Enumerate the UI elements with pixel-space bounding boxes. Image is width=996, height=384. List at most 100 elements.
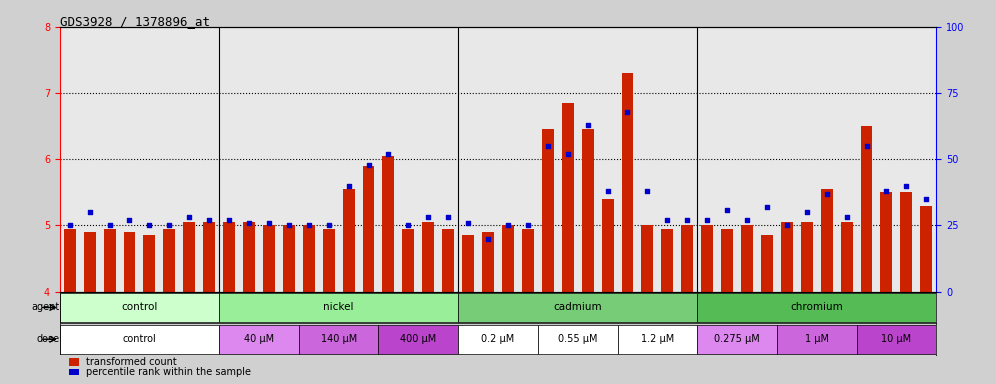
Text: 0.2 μM: 0.2 μM [481, 334, 515, 344]
Bar [602, 199, 614, 291]
Point [480, 236, 496, 242]
Bar [861, 126, 872, 291]
Bar [880, 192, 892, 291]
Bar [582, 129, 594, 291]
Bar [641, 225, 653, 291]
Point [839, 214, 855, 220]
Text: 0.275 μM: 0.275 μM [714, 334, 760, 344]
Point [201, 217, 217, 223]
Bar [462, 235, 474, 291]
FancyBboxPatch shape [697, 325, 777, 354]
Bar [622, 73, 633, 291]
Point [281, 222, 297, 228]
Text: 400 μM: 400 μM [400, 334, 436, 344]
Point [799, 209, 815, 215]
Point [400, 222, 416, 228]
FancyBboxPatch shape [777, 325, 857, 354]
Point [380, 151, 396, 157]
Bar [701, 225, 713, 291]
Point [540, 143, 556, 149]
Bar [562, 103, 574, 291]
FancyBboxPatch shape [299, 325, 378, 354]
Point [859, 143, 874, 149]
Bar [821, 189, 833, 291]
Text: 10 μM: 10 μM [881, 334, 911, 344]
Text: dose: dose [37, 334, 60, 344]
Point [620, 109, 635, 115]
FancyBboxPatch shape [219, 325, 299, 354]
Point [679, 217, 695, 223]
FancyBboxPatch shape [378, 325, 458, 354]
Text: 0.55 μM: 0.55 μM [558, 334, 598, 344]
FancyBboxPatch shape [857, 325, 936, 354]
Bar [84, 232, 96, 291]
Bar [143, 235, 155, 291]
Bar [64, 229, 76, 291]
Point [719, 207, 735, 213]
Text: 140 μM: 140 μM [321, 334, 357, 344]
Text: nickel: nickel [324, 303, 354, 313]
Bar [482, 232, 494, 291]
Bar [900, 192, 912, 291]
Point [102, 222, 118, 228]
Point [82, 209, 98, 215]
Bar [442, 229, 454, 291]
Text: 1.2 μM: 1.2 μM [640, 334, 674, 344]
FancyBboxPatch shape [458, 325, 538, 354]
Bar [741, 225, 753, 291]
Bar [163, 229, 175, 291]
Point [580, 122, 596, 128]
Bar [183, 222, 195, 291]
Bar [781, 222, 793, 291]
Bar [422, 222, 434, 291]
Bar [263, 225, 275, 291]
Point [62, 222, 78, 228]
FancyBboxPatch shape [697, 293, 936, 322]
Text: agent: agent [32, 303, 60, 313]
Point [440, 214, 456, 220]
Point [301, 222, 317, 228]
Bar [920, 205, 932, 291]
Bar [402, 229, 414, 291]
Bar [522, 229, 534, 291]
FancyBboxPatch shape [219, 293, 458, 322]
Bar [382, 156, 394, 291]
FancyBboxPatch shape [60, 325, 219, 354]
Point [918, 196, 934, 202]
Point [600, 188, 616, 194]
Point [261, 220, 277, 226]
FancyBboxPatch shape [458, 293, 697, 322]
Point [779, 222, 795, 228]
Point [560, 151, 576, 157]
FancyBboxPatch shape [618, 325, 697, 354]
Point [520, 222, 536, 228]
Bar [303, 225, 315, 291]
Text: 1 μM: 1 μM [805, 334, 829, 344]
Bar [721, 229, 733, 291]
Point [500, 222, 516, 228]
Point [161, 222, 177, 228]
Bar [363, 166, 374, 291]
Bar [841, 222, 853, 291]
Bar [323, 229, 335, 291]
Text: percentile rank within the sample: percentile rank within the sample [86, 367, 251, 377]
Bar [203, 222, 215, 291]
Bar [69, 369, 79, 375]
Point [659, 217, 675, 223]
Bar [542, 129, 554, 291]
Text: GDS3928 / 1378896_at: GDS3928 / 1378896_at [60, 15, 210, 28]
Text: 40 μM: 40 μM [244, 334, 274, 344]
FancyBboxPatch shape [60, 293, 219, 322]
Bar [243, 222, 255, 291]
Text: transformed count: transformed count [86, 357, 177, 367]
Bar [104, 229, 116, 291]
Text: control: control [123, 334, 156, 344]
Bar [761, 235, 773, 291]
Bar [223, 222, 235, 291]
Point [181, 214, 197, 220]
Bar [343, 189, 355, 291]
Bar [283, 225, 295, 291]
Point [341, 183, 357, 189]
Point [122, 217, 137, 223]
Point [759, 204, 775, 210]
